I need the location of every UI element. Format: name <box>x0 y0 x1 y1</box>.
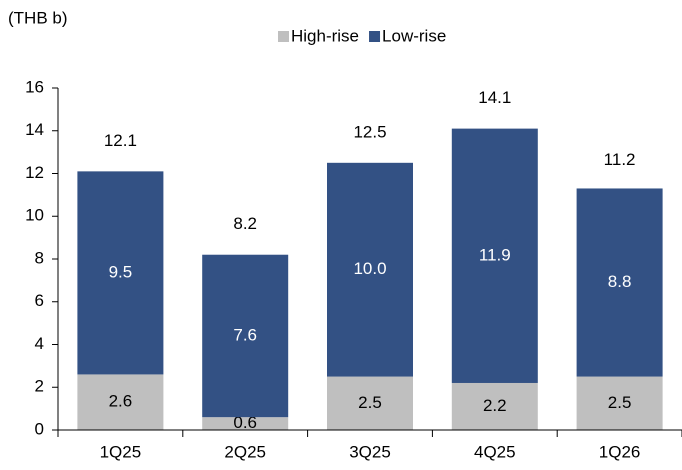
legend-label: Low-rise <box>382 26 446 45</box>
data-label: 8.8 <box>608 272 632 291</box>
data-label: 9.5 <box>109 262 133 281</box>
x-tick-label: 2Q25 <box>224 442 266 461</box>
bar-segment <box>451 128 538 383</box>
legend-label: High-rise <box>291 26 359 45</box>
x-tick-label: 3Q25 <box>349 442 391 461</box>
data-label: 2.2 <box>483 396 507 415</box>
y-tick-label: 16 <box>25 77 44 96</box>
y-tick-label: 6 <box>35 291 44 310</box>
legend-swatch <box>278 31 289 42</box>
x-tick-label: 1Q25 <box>100 442 142 461</box>
total-label: 8.2 <box>233 214 257 233</box>
x-tick-label: 4Q25 <box>474 442 516 461</box>
y-tick-label: 10 <box>25 206 44 225</box>
bar-segment <box>576 376 663 430</box>
y-tick-label: 2 <box>35 377 44 396</box>
y-tick-label: 0 <box>35 419 44 438</box>
total-label: 12.5 <box>353 122 386 141</box>
bar-segment <box>77 171 164 375</box>
total-label: 12.1 <box>104 131 137 150</box>
data-label: 7.6 <box>233 325 257 344</box>
data-label: 10.0 <box>353 259 386 278</box>
data-label: 2.6 <box>109 392 133 411</box>
bar-segment <box>451 382 538 430</box>
bar-segment <box>77 374 164 430</box>
bar-segment <box>576 188 663 377</box>
unit-label: (THB b) <box>8 8 68 27</box>
y-tick-label: 8 <box>35 248 44 267</box>
y-tick-label: 4 <box>35 334 44 353</box>
y-tick-label: 14 <box>25 120 44 139</box>
data-label: 0.6 <box>233 413 257 432</box>
data-label: 2.5 <box>608 393 632 412</box>
bar-segment <box>202 417 289 430</box>
legend-swatch <box>369 31 381 42</box>
bar-segment <box>202 254 289 418</box>
y-tick-label: 12 <box>25 163 44 182</box>
bar-segment <box>327 376 413 430</box>
total-label: 11.2 <box>604 150 636 169</box>
total-label: 14.1 <box>478 88 511 107</box>
x-tick-label: 1Q26 <box>599 442 641 461</box>
data-label: 2.5 <box>358 393 382 412</box>
data-label: 11.9 <box>479 245 511 264</box>
bar-segment <box>327 162 413 377</box>
